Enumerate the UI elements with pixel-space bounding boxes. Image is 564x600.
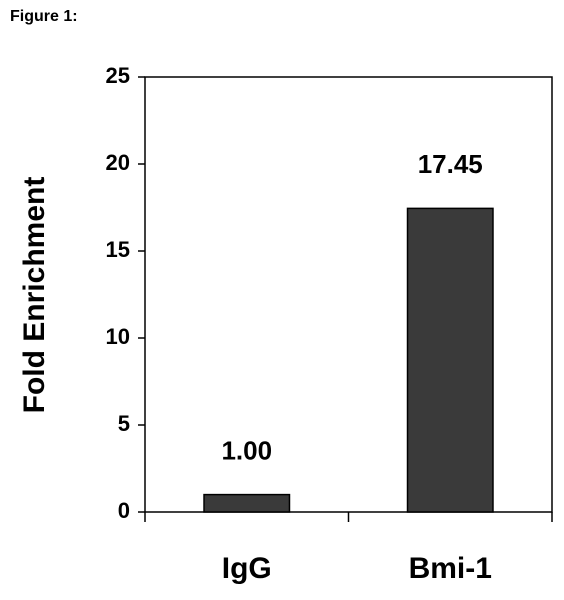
- y-tick-label: 20: [106, 150, 130, 175]
- value-label: 1.00: [221, 435, 272, 465]
- bar: [406, 207, 494, 513]
- y-tick-label: 5: [118, 411, 130, 436]
- x-tick-label: IgG: [222, 552, 272, 585]
- bar: [203, 493, 291, 513]
- value-label: 17.45: [418, 149, 483, 179]
- y-tick-label: 0: [118, 498, 130, 523]
- chart-title: Figure 1:: [10, 8, 78, 25]
- y-tick-label: 15: [106, 237, 130, 262]
- y-tick-label: 10: [106, 324, 130, 349]
- y-axis-label: Fold Enrichment: [18, 177, 51, 414]
- y-tick-label: 25: [106, 63, 130, 88]
- x-tick-label: Bmi-1: [409, 552, 492, 585]
